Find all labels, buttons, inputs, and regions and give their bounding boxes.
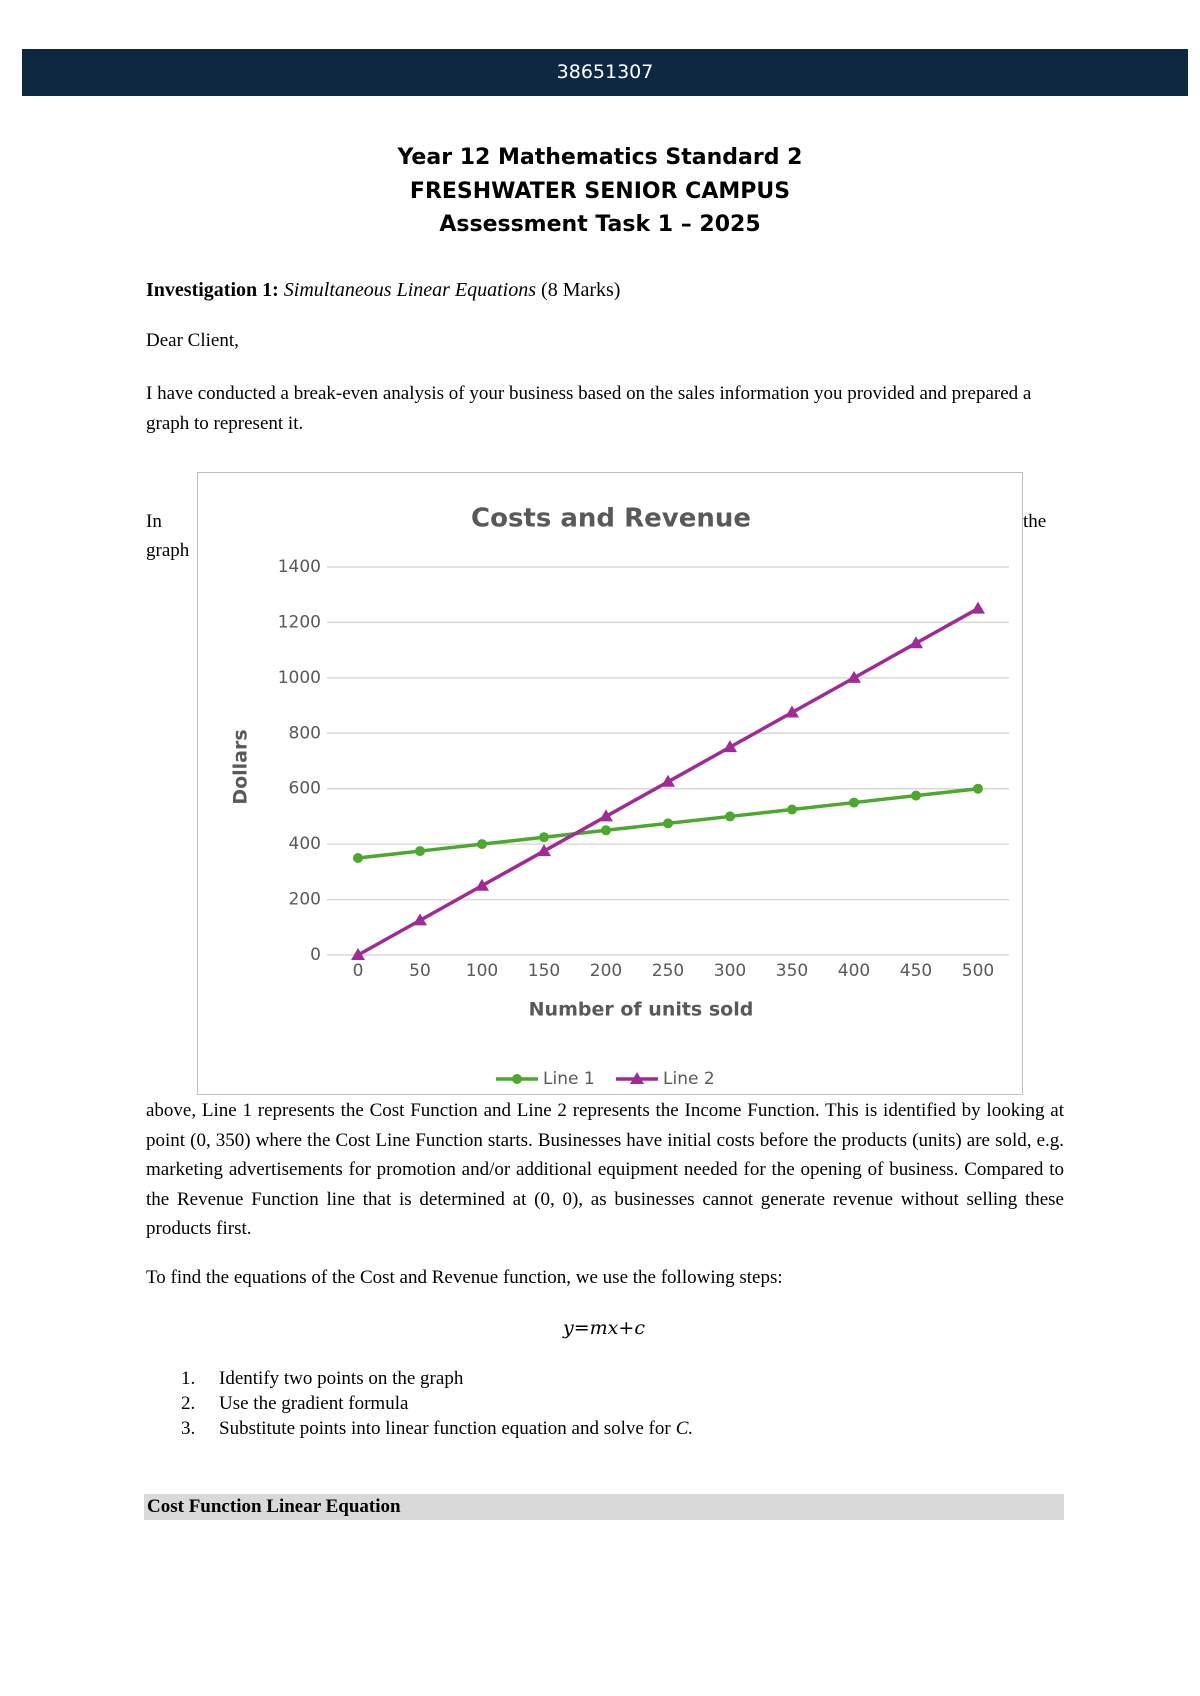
data-point xyxy=(477,839,487,850)
data-point xyxy=(971,601,985,614)
data-point xyxy=(725,811,735,822)
data-point xyxy=(537,844,551,857)
legend-label: Line 2 xyxy=(663,1069,715,1089)
x-tick-label: 500 xyxy=(962,961,994,981)
document-id: 38651307 xyxy=(556,61,654,83)
y-tick-label: 200 xyxy=(289,890,321,910)
data-point xyxy=(475,878,489,891)
step-text: Use the gradient formula xyxy=(219,1393,408,1415)
investigation-heading: Investigation 1: Simultaneous Linear Equ… xyxy=(146,279,620,302)
salutation: Dear Client, xyxy=(146,330,239,351)
x-tick-label: 300 xyxy=(714,961,746,981)
data-point xyxy=(973,783,983,794)
paragraph-fragment: In xyxy=(146,511,162,532)
data-point xyxy=(539,832,549,843)
step-number: 2. xyxy=(181,1393,196,1414)
y-tick-label: 0 xyxy=(310,945,321,965)
steps-intro: To find the equations of the Cost and Re… xyxy=(146,1267,783,1288)
data-point xyxy=(351,948,365,960)
y-tick-label: 600 xyxy=(289,779,321,799)
y-tick-label: 800 xyxy=(289,723,321,743)
investigation-topic: Simultaneous Linear Equations xyxy=(283,279,537,301)
legend-marker xyxy=(512,1074,522,1084)
chart-frame xyxy=(197,472,1023,1095)
y-tick-label: 1000 xyxy=(278,668,321,688)
header-bar: 38651307 xyxy=(22,49,1188,96)
x-tick-label: 50 xyxy=(409,961,431,981)
data-point xyxy=(787,804,797,815)
section-heading: Cost Function Linear Equation xyxy=(144,1494,1064,1520)
data-point xyxy=(415,846,425,857)
step-text: Substitute points into linear function e… xyxy=(219,1418,671,1439)
data-point xyxy=(849,797,859,808)
body-paragraph: above, Line 1 represents the Cost Functi… xyxy=(146,1100,1064,1239)
investigation-label: Investigation 1: xyxy=(146,279,279,301)
x-tick-label: 200 xyxy=(590,961,622,981)
y-tick-label: 1400 xyxy=(278,557,321,577)
x-tick-label: 250 xyxy=(652,961,684,981)
step-text: Substitute points into linear function e… xyxy=(219,1418,693,1440)
data-point xyxy=(353,853,363,863)
step-number: 3. xyxy=(181,1418,196,1439)
data-point xyxy=(909,636,923,649)
step-text: Identify two points on the graph xyxy=(219,1368,463,1390)
x-tick-label: 400 xyxy=(838,961,870,981)
data-point xyxy=(601,825,611,836)
data-point xyxy=(723,740,737,753)
data-point xyxy=(663,818,673,829)
data-point xyxy=(847,670,861,683)
step-variable: C. xyxy=(675,1418,694,1439)
x-axis-label: Number of units sold xyxy=(529,999,754,1021)
x-tick-label: 450 xyxy=(900,961,932,981)
chart-title: Costs and Revenue xyxy=(471,504,751,534)
x-tick-label: 0 xyxy=(353,961,364,981)
data-point xyxy=(661,774,675,787)
title-line: FRESHWATER SENIOR CAMPUS xyxy=(409,179,791,204)
x-tick-label: 100 xyxy=(466,961,498,981)
y-axis-label: Dollars xyxy=(230,729,252,804)
step-text: Use the gradient formula xyxy=(219,1393,409,1414)
data-point xyxy=(911,790,921,801)
paragraph-fragment: graph xyxy=(146,540,190,561)
step-text: Identify two points on the graph xyxy=(219,1368,464,1389)
step-number: 1. xyxy=(181,1368,196,1389)
y-tick-label: 1200 xyxy=(278,612,321,632)
title-line: Assessment Task 1 – 2025 xyxy=(439,212,761,237)
investigation-marks: (8 Marks) xyxy=(541,279,621,301)
legend-marker xyxy=(630,1072,644,1084)
paragraph-fragment: the xyxy=(1023,511,1047,532)
data-point xyxy=(413,913,427,926)
data-point xyxy=(599,809,613,822)
intro-paragraph: I have conducted a break-even analysis o… xyxy=(146,383,1032,434)
data-point xyxy=(785,705,799,718)
x-tick-label: 350 xyxy=(776,961,808,981)
x-tick-label: 150 xyxy=(528,961,560,981)
title-line: Year 12 Mathematics Standard 2 xyxy=(397,145,803,170)
formula: y=mx+c xyxy=(563,1317,645,1339)
y-tick-label: 400 xyxy=(289,834,321,854)
chart: Costs and Revenue Dollars Number of unit… xyxy=(197,472,1023,1095)
legend-label: Line 1 xyxy=(543,1069,595,1089)
